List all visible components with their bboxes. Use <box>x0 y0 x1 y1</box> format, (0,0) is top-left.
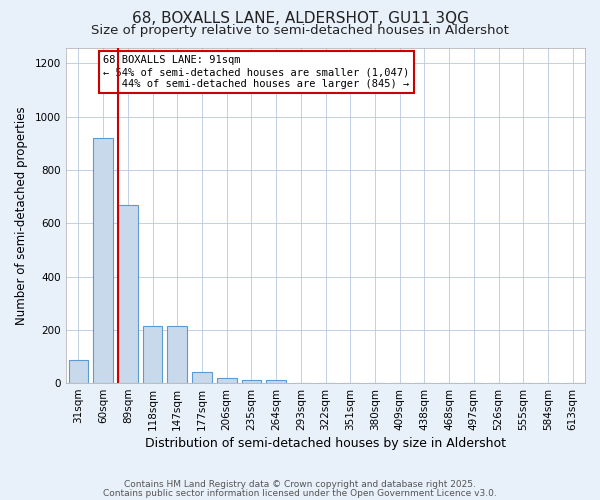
Bar <box>242 380 261 383</box>
Text: Contains public sector information licensed under the Open Government Licence v3: Contains public sector information licen… <box>103 488 497 498</box>
Text: Contains HM Land Registry data © Crown copyright and database right 2025.: Contains HM Land Registry data © Crown c… <box>124 480 476 489</box>
Bar <box>143 326 163 383</box>
Text: 68, BOXALLS LANE, ALDERSHOT, GU11 3QG: 68, BOXALLS LANE, ALDERSHOT, GU11 3QG <box>131 11 469 26</box>
Bar <box>118 204 138 383</box>
Y-axis label: Number of semi-detached properties: Number of semi-detached properties <box>15 106 28 324</box>
Bar <box>192 372 212 383</box>
Text: 68 BOXALLS LANE: 91sqm
← 54% of semi-detached houses are smaller (1,047)
   44% : 68 BOXALLS LANE: 91sqm ← 54% of semi-det… <box>103 56 409 88</box>
Bar <box>217 378 236 383</box>
Text: Size of property relative to semi-detached houses in Aldershot: Size of property relative to semi-detach… <box>91 24 509 37</box>
Bar <box>68 360 88 383</box>
X-axis label: Distribution of semi-detached houses by size in Aldershot: Distribution of semi-detached houses by … <box>145 437 506 450</box>
Bar <box>266 380 286 383</box>
Bar <box>93 138 113 383</box>
Bar <box>167 326 187 383</box>
